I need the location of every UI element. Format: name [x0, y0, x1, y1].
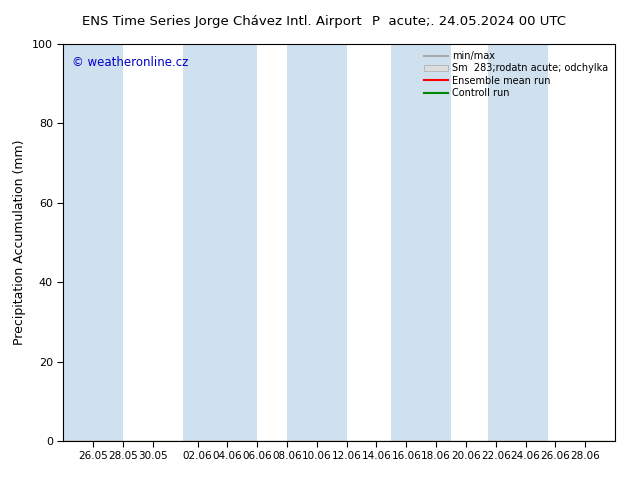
Legend: min/max, Sm  283;rodatn acute; odchylka, Ensemble mean run, Controll run: min/max, Sm 283;rodatn acute; odchylka, … [422, 49, 610, 100]
Bar [391, 44, 451, 441]
Y-axis label: Precipitation Accumulation (mm): Precipitation Accumulation (mm) [13, 140, 27, 345]
Text: ENS Time Series Jorge Chávez Intl. Airport: ENS Time Series Jorge Chávez Intl. Airpo… [82, 15, 362, 28]
Bar [183, 44, 257, 441]
Bar [488, 44, 548, 441]
Text: © weatheronline.cz: © weatheronline.cz [72, 56, 188, 69]
Text: P  acute;. 24.05.2024 00 UTC: P acute;. 24.05.2024 00 UTC [372, 15, 566, 28]
Bar [287, 44, 347, 441]
Bar [63, 44, 123, 441]
